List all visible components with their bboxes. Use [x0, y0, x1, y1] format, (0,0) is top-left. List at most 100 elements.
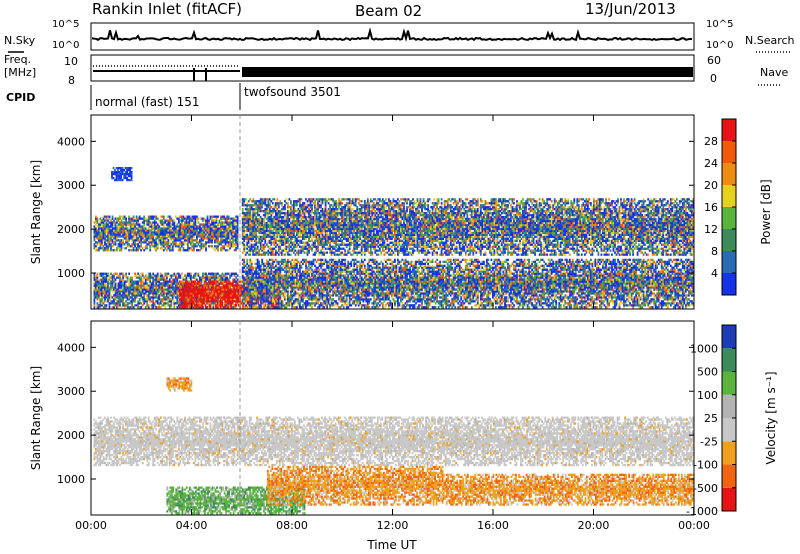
power-cell: [202, 247, 204, 250]
power-cell: [214, 225, 216, 228]
power-cell: [233, 227, 236, 230]
power-cell: [105, 215, 108, 218]
power-cell: [108, 282, 111, 285]
power-cell: [117, 219, 120, 222]
power-cell: [96, 233, 99, 236]
power-cell: [233, 237, 236, 240]
power-cell: [173, 294, 176, 297]
power-cell: [236, 278, 239, 281]
power-cell: [188, 223, 191, 226]
power-cell: [193, 247, 195, 250]
power-cell: [318, 253, 321, 256]
power-cell: [96, 294, 99, 297]
power-cell: [114, 229, 117, 232]
power-cell: [185, 227, 188, 230]
power-cell: [179, 233, 182, 236]
power-cell: [236, 247, 239, 250]
power-cell: [212, 231, 215, 234]
power-cell: [131, 235, 133, 238]
power-cell: [93, 221, 96, 224]
power-cell: [215, 235, 218, 238]
power-cell: [137, 292, 139, 295]
power-cell: [212, 237, 215, 240]
power-cell: [119, 217, 121, 220]
power-cell: [217, 249, 219, 252]
power-cell: [140, 239, 142, 242]
power-cell: [174, 274, 177, 277]
power-cell: [119, 282, 121, 285]
power-cell: [131, 286, 133, 289]
power-cell: [217, 237, 219, 240]
power-cell: [93, 284, 96, 287]
power-cell: [185, 229, 188, 232]
power-cell: [280, 231, 283, 235]
power-cell: [184, 229, 186, 232]
power-cell: [96, 231, 99, 234]
power-cell: [113, 284, 115, 287]
power-cell: [176, 243, 179, 246]
power-cell: [232, 241, 234, 244]
power-cell: [193, 227, 195, 230]
power-cell: [152, 245, 155, 248]
power-cell: [184, 280, 186, 283]
power-cell: [129, 306, 132, 309]
power-cell: [212, 223, 215, 226]
power-cell: [105, 292, 108, 295]
power-cell: [93, 227, 96, 230]
power-cell: [137, 249, 139, 252]
power-cell: [156, 235, 159, 238]
power-cell: [200, 245, 203, 248]
power-cell: [206, 229, 209, 232]
power-cell: [131, 280, 133, 283]
power-cell: [153, 245, 156, 248]
power-cell: [99, 243, 102, 246]
power-cell: [152, 286, 155, 289]
power-cell: [119, 274, 121, 277]
power-cell: [198, 284, 201, 287]
power-cell: [114, 282, 117, 285]
power-cell: [108, 296, 111, 299]
power-cell: [104, 296, 106, 299]
power-cell: [111, 302, 114, 305]
power-cell: [96, 292, 99, 295]
power-cell: [141, 225, 144, 228]
power-cell: [184, 233, 186, 236]
power-cell: [188, 249, 191, 252]
power-cell: [277, 243, 280, 246]
power-cell: [212, 304, 215, 307]
power-cell: [277, 204, 280, 207]
power-cell: [140, 278, 142, 281]
power-cell: [156, 247, 159, 250]
power-cell: [155, 306, 158, 309]
power-cell: [132, 290, 135, 293]
power-cell: [123, 221, 126, 224]
power-cell: [206, 225, 209, 228]
power-cell: [167, 290, 170, 293]
power-cell: [132, 300, 135, 303]
power-cell: [174, 245, 177, 248]
power-cell: [177, 227, 180, 230]
power-cell: [147, 286, 150, 289]
power-cell: [107, 296, 109, 299]
power-cell: [111, 239, 114, 242]
power-cell: [128, 294, 130, 297]
power-cell: [176, 300, 179, 303]
power-cell: [188, 231, 191, 234]
power-cell: [135, 249, 138, 252]
power-cell: [146, 229, 149, 232]
power-cell: [120, 176, 122, 180]
power-cell: [111, 296, 114, 299]
power-cell: [168, 245, 171, 248]
power-cell: [185, 286, 188, 289]
power-cell: [236, 229, 239, 232]
power-cell: [99, 304, 102, 307]
power-cell: [108, 227, 111, 230]
power-cell: [227, 304, 229, 307]
power-cell: [339, 204, 342, 207]
power-cell: [141, 296, 144, 299]
power-cell: [165, 245, 168, 248]
power-cell: [128, 223, 130, 226]
power-cell: [147, 241, 150, 244]
power-cell: [184, 235, 186, 238]
power-cell: [227, 302, 229, 305]
